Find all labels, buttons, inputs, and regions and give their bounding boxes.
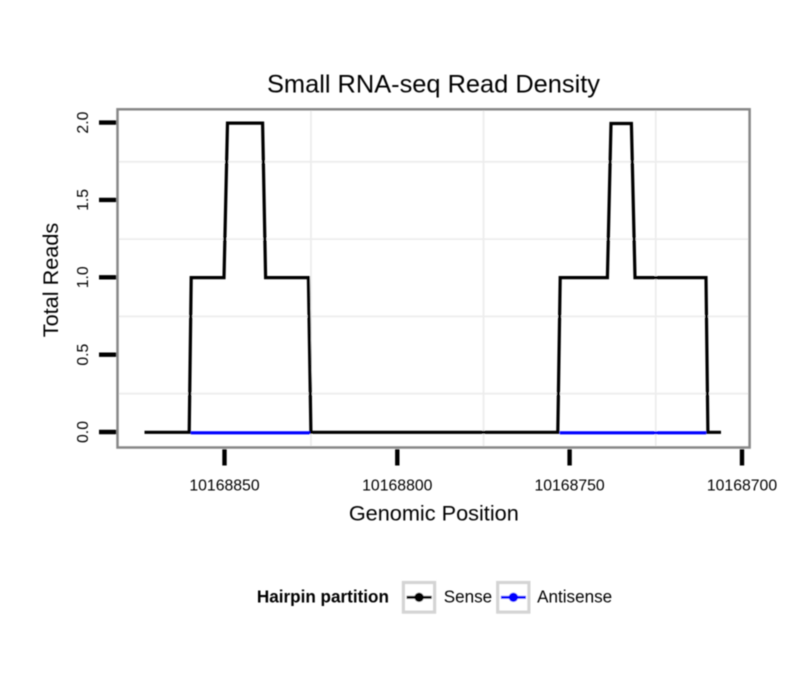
svg-text:0.5: 0.5: [75, 344, 92, 366]
svg-text:Total Reads: Total Reads: [38, 223, 63, 338]
svg-text:Sense: Sense: [444, 588, 492, 607]
svg-text:0.0: 0.0: [75, 421, 92, 443]
svg-text:10168850: 10168850: [189, 477, 259, 494]
svg-text:1.0: 1.0: [75, 266, 92, 288]
svg-text:Antisense: Antisense: [537, 588, 612, 607]
svg-text:1.5: 1.5: [75, 189, 92, 211]
svg-text:Small RNA-seq Read Density: Small RNA-seq Read Density: [267, 71, 600, 99]
svg-text:Hairpin partition: Hairpin partition: [257, 588, 389, 607]
svg-text:2.0: 2.0: [75, 111, 92, 133]
svg-text:Genomic Position: Genomic Position: [349, 501, 519, 526]
svg-text:10168700: 10168700: [707, 477, 777, 494]
svg-text:10168750: 10168750: [534, 477, 604, 494]
svg-text:10168800: 10168800: [362, 477, 432, 494]
